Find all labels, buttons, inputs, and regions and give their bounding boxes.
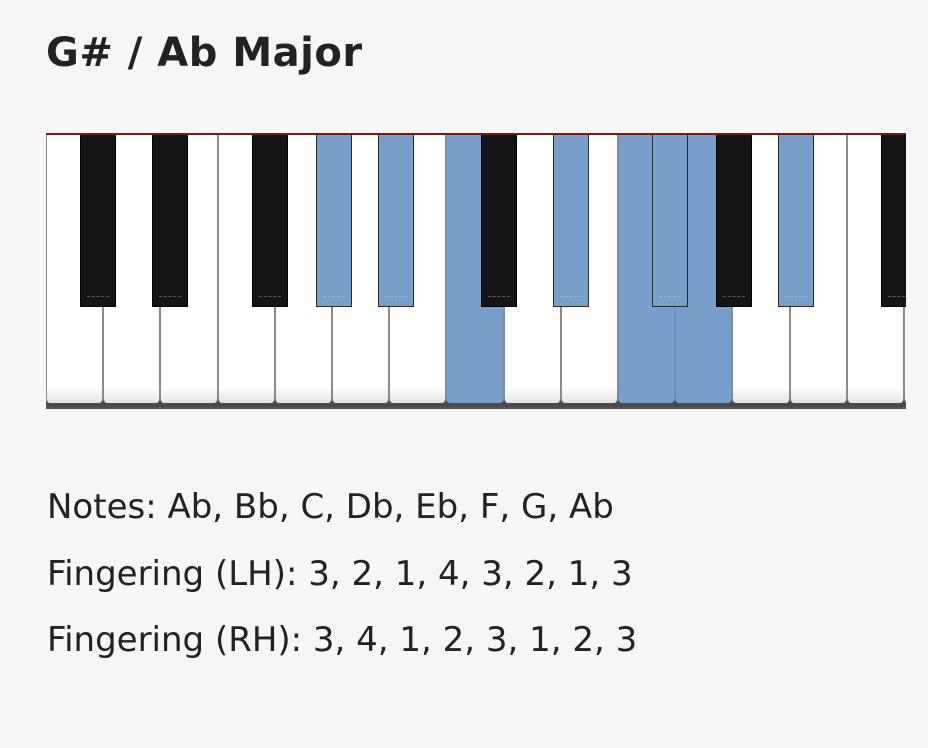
black-key: [716, 135, 752, 307]
black-key: [881, 135, 906, 307]
page-title: G# / Ab Major: [46, 30, 363, 76]
black-key: [652, 135, 688, 307]
black-key: [778, 135, 814, 307]
black-key: [80, 135, 116, 307]
black-key: [252, 135, 288, 307]
black-key: [481, 135, 517, 307]
fingering-left-hand: Fingering (LH): 3, 2, 1, 4, 3, 2, 1, 3: [47, 554, 633, 594]
black-key: [553, 135, 589, 307]
black-key: [316, 135, 352, 307]
black-key: [378, 135, 414, 307]
fingering-right-hand: Fingering (RH): 3, 4, 1, 2, 3, 1, 2, 3: [47, 620, 638, 660]
piano-keyboard: [46, 133, 906, 409]
scale-notes: Notes: Ab, Bb, C, Db, Eb, F, G, Ab: [47, 487, 614, 527]
black-key: [152, 135, 188, 307]
